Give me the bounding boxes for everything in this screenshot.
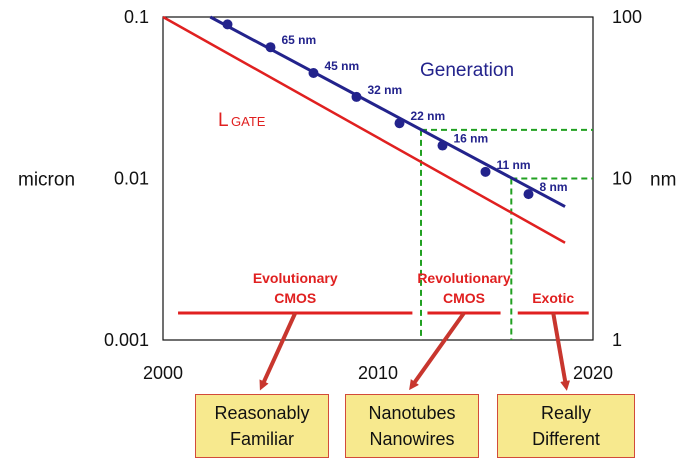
generation-point-label: 11 nm (497, 158, 531, 172)
region-label: CMOS (274, 290, 316, 306)
generation-point-label: 22 nm (411, 109, 446, 123)
generation-point (222, 19, 233, 30)
outcome-box-nanotubes: Nanotubes Nanowires (345, 394, 479, 458)
y-left-tick-label: 0.01 (114, 169, 149, 189)
y-left-tick-label: 0.001 (104, 330, 149, 350)
x-tick-label: 2010 (358, 363, 398, 383)
series-layer: 65 nm 45 nm 32 nm 22 nm 16 nm 11 nm 8 nm Genera… (162, 15, 568, 244)
region-layer: Evolutionary CMOS Revolutionary CMOS Exotic (178, 270, 589, 391)
y-right-tick-label: 100 (612, 7, 642, 27)
generation-point (265, 42, 276, 53)
y-right-tick-label: 1 (612, 330, 622, 350)
lgate-series-label: L (218, 110, 229, 131)
region-arrow (409, 311, 466, 391)
generation-point-label: 8 nm (540, 180, 568, 194)
outcome-box-familiar-line2: Familiar (229, 429, 294, 449)
region-arrow (259, 312, 298, 391)
outcome-box-nanotubes-line2: Nanowires (369, 429, 455, 449)
region-arrow (551, 312, 571, 391)
generation-point-label: 16 nm (454, 132, 489, 146)
generation-point (523, 189, 534, 200)
generation-series-label: Generation (420, 60, 514, 81)
generation-point (480, 166, 491, 177)
outcome-box-different: Really Different (497, 394, 635, 458)
y-right-axis-label: nm (650, 170, 676, 191)
axis-layer: 0.1 0.01 0.001 100 10 1 2000 2010 2020 micron nm (18, 7, 676, 383)
x-tick-label: 2000 (143, 363, 183, 383)
generation-point-label: 65 nm (282, 33, 317, 47)
lgate-series-subscript: GATE (231, 114, 266, 129)
x-tick-label: 2020 (573, 363, 613, 383)
generation-point (308, 68, 319, 79)
generation-point (437, 140, 448, 151)
outcome-box-different-line2: Different (532, 429, 600, 449)
plot-frame (162, 16, 594, 341)
region-label: Exotic (532, 290, 574, 306)
generation-point-label: 32 nm (368, 83, 403, 97)
region-label: Revolutionary (417, 270, 511, 286)
outcome-box-familiar-line1: Reasonably (214, 403, 310, 423)
y-right-tick-label: 10 (612, 169, 632, 189)
generation-point (394, 118, 405, 129)
lgate-line (162, 15, 566, 244)
generation-point-label: 45 nm (325, 59, 360, 73)
plot-area (162, 16, 594, 341)
region-label: CMOS (443, 290, 485, 306)
outcome-box-nanotubes-line1: Nanotubes (368, 403, 456, 423)
generation-line (209, 15, 566, 208)
outcome-box-different-line1: Really (540, 403, 592, 423)
generation-point (351, 91, 362, 102)
y-left-axis-label: micron (18, 170, 75, 191)
reference-lines (420, 128, 593, 340)
region-label: Evolutionary (253, 270, 338, 286)
outcome-box-familiar: Reasonably Familiar (195, 394, 329, 458)
y-left-tick-label: 0.1 (124, 7, 149, 27)
